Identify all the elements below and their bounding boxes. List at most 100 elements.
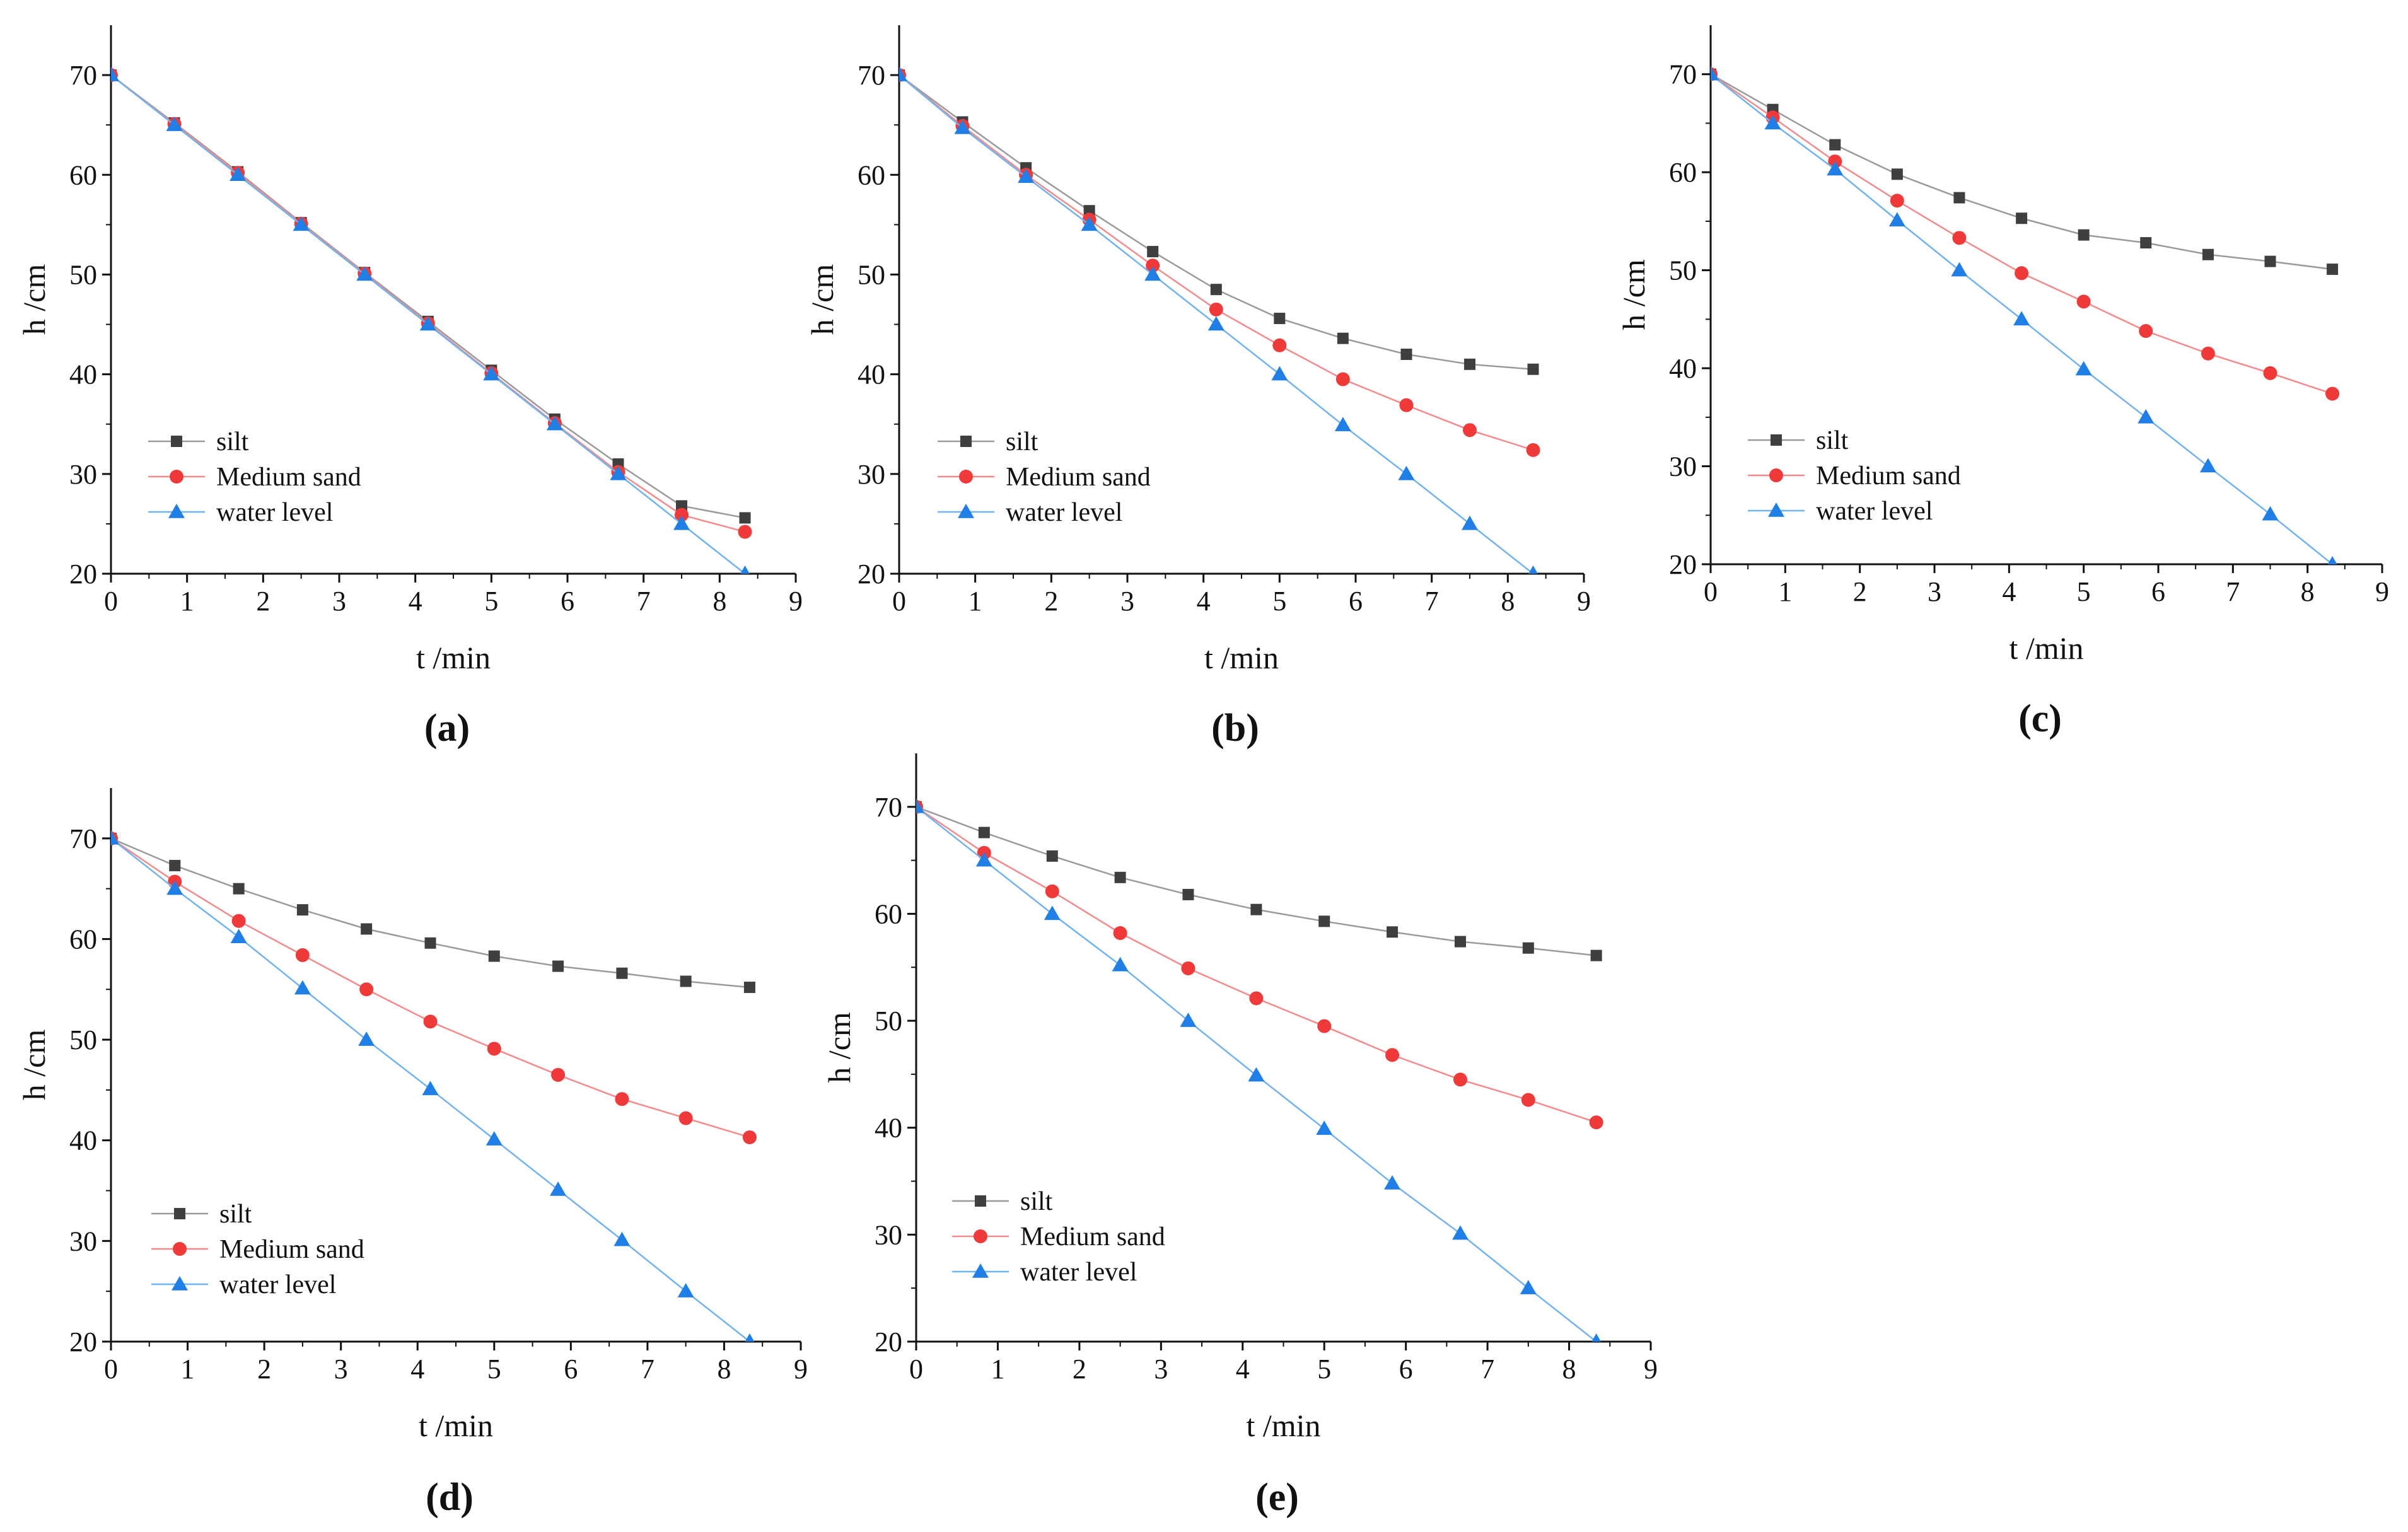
legend: silt Medium sand water level xyxy=(1748,426,1961,526)
data-point-0 xyxy=(1829,139,1841,151)
legend-label: Medium sand xyxy=(1020,1222,1165,1251)
x-tick-label: 2 xyxy=(1044,586,1058,617)
x-tick-label: 0 xyxy=(909,1354,923,1384)
data-point-2 xyxy=(111,830,119,845)
legend-marker xyxy=(958,504,974,518)
data-point-2 xyxy=(899,67,907,81)
y-tick-label: 40 xyxy=(69,1125,97,1156)
data-point-2 xyxy=(954,119,971,134)
data-point-1 xyxy=(1385,1048,1400,1062)
data-point-1 xyxy=(1272,338,1287,352)
x-tick-label: 9 xyxy=(2375,576,2389,607)
data-point-2 xyxy=(1316,1120,1333,1135)
y-tick-label: 70 xyxy=(858,60,885,91)
x-tick-label: 3 xyxy=(332,586,346,617)
data-point-0 xyxy=(1318,915,1330,927)
data-point-1 xyxy=(2263,366,2277,380)
data-point-0 xyxy=(361,923,373,935)
data-point-2 xyxy=(740,566,750,574)
x-tick-label: 0 xyxy=(104,1354,118,1384)
data-point-2 xyxy=(614,1231,631,1246)
data-point-2 xyxy=(1144,266,1161,281)
panel-label: (d) xyxy=(426,1476,474,1519)
x-tick-label: 1 xyxy=(181,1354,195,1384)
legend-label: water level xyxy=(1006,498,1122,527)
data-point-2 xyxy=(1207,316,1224,331)
data-point-2 xyxy=(230,929,247,944)
x-axis-title: t /min xyxy=(419,1408,493,1443)
x-tick-label: 6 xyxy=(1349,586,1363,617)
data-point-2 xyxy=(1888,212,1905,227)
y-tick-label: 70 xyxy=(875,792,902,823)
data-point-1 xyxy=(231,914,246,928)
chart-panel-1: 0 1 2 3 4 5 6 7 8 9 20 30 40 50 60 70 t /min h /cm silt Med… xyxy=(805,25,1591,750)
y-tick-label: 20 xyxy=(1669,549,1697,580)
data-point-2 xyxy=(1827,161,1844,176)
y-tick-label: 70 xyxy=(69,823,97,854)
y-axis-title: h /cm xyxy=(16,1030,52,1101)
chart-panel-4: 0 1 2 3 4 5 6 7 8 9 20 30 40 50 60 70 t /min h /cm silt Med… xyxy=(822,753,1658,1519)
data-point-2 xyxy=(483,366,500,381)
data-point-2 xyxy=(916,798,924,813)
data-point-2 xyxy=(1398,465,1415,480)
x-tick-label: 1 xyxy=(968,586,982,617)
y-tick-label: 20 xyxy=(69,559,97,589)
legend-marker xyxy=(1768,502,1784,517)
legend-label: water level xyxy=(1020,1258,1137,1287)
data-point-2 xyxy=(2199,458,2216,473)
data-point-2 xyxy=(1044,905,1061,920)
legend-marker xyxy=(168,504,185,518)
x-tick-label: 5 xyxy=(2077,576,2091,607)
y-tick-label: 50 xyxy=(1669,255,1697,286)
x-tick-label: 3 xyxy=(1120,586,1134,617)
y-tick-label: 40 xyxy=(858,359,885,390)
legend-label: water level xyxy=(1816,497,1933,526)
data-point-2 xyxy=(166,880,183,895)
legend-marker xyxy=(972,1263,989,1278)
legend-marker xyxy=(974,1229,987,1243)
legend-label: Medium sand xyxy=(216,463,361,492)
data-point-2 xyxy=(1528,566,1538,574)
data-point-1 xyxy=(487,1042,501,1056)
x-tick-label: 0 xyxy=(892,586,906,617)
y-tick-label: 30 xyxy=(1669,451,1697,482)
data-point-1 xyxy=(423,1014,438,1029)
data-point-2 xyxy=(673,515,690,530)
data-point-2 xyxy=(166,117,183,131)
data-point-1 xyxy=(1589,1115,1603,1130)
data-point-2 xyxy=(1334,417,1351,432)
x-tick-label: 1 xyxy=(1778,576,1792,607)
data-point-0 xyxy=(1522,942,1534,954)
data-point-1 xyxy=(738,525,752,539)
data-point-0 xyxy=(616,967,628,979)
legend-label: Medium sand xyxy=(1816,461,1961,490)
data-point-1 xyxy=(1463,423,1477,438)
data-point-0 xyxy=(739,512,751,524)
data-point-2 xyxy=(1711,66,1719,81)
x-tick-label: 9 xyxy=(1644,1354,1658,1384)
x-tick-label: 0 xyxy=(104,586,118,617)
panel-label: (b) xyxy=(1211,707,1259,750)
data-point-0 xyxy=(1464,358,1475,370)
data-point-1 xyxy=(2325,386,2340,401)
series-line-0 xyxy=(916,806,1597,956)
x-tick-label: 6 xyxy=(1399,1354,1413,1384)
x-tick-label: 4 xyxy=(409,586,422,617)
x-tick-label: 7 xyxy=(637,586,651,617)
data-point-2 xyxy=(546,415,563,431)
x-axis-title: t /min xyxy=(1246,1408,1320,1443)
y-tick-label: 60 xyxy=(858,160,885,190)
data-point-0 xyxy=(1387,926,1399,938)
data-point-2 xyxy=(2013,311,2030,326)
data-point-2 xyxy=(1248,1067,1265,1082)
data-point-0 xyxy=(1455,936,1467,948)
x-tick-label: 0 xyxy=(1704,576,1718,607)
y-tick-label: 20 xyxy=(858,559,885,589)
data-point-1 xyxy=(1890,194,1904,208)
legend: silt Medium sand water level xyxy=(148,427,361,527)
data-point-1 xyxy=(1045,884,1059,898)
y-tick-label: 40 xyxy=(875,1113,902,1144)
panel-label: (e) xyxy=(1255,1476,1299,1519)
x-tick-label: 8 xyxy=(1501,586,1515,617)
